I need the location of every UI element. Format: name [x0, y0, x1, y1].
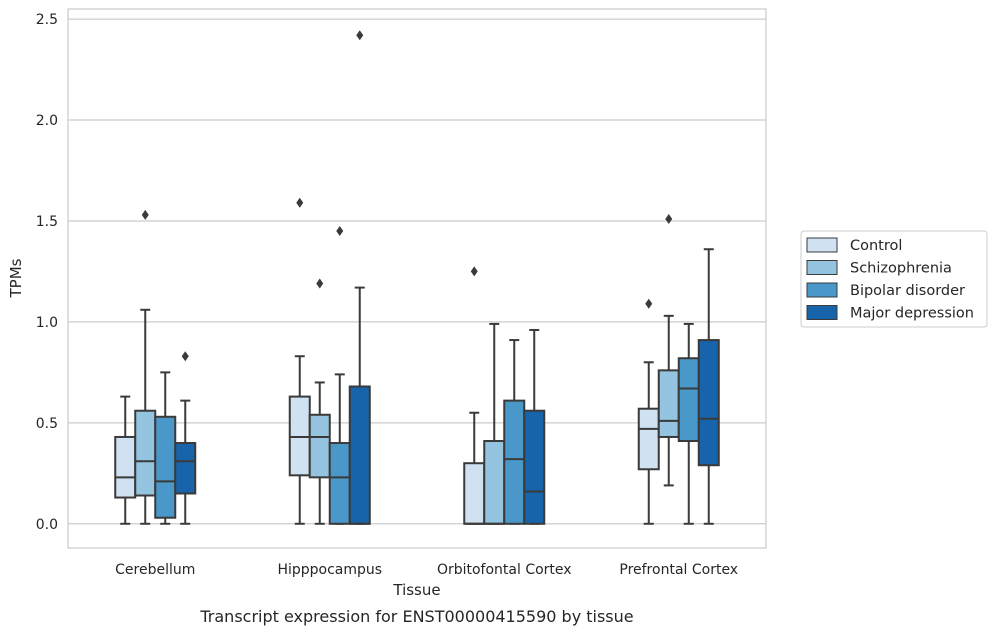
outlier-point [665, 213, 673, 224]
box-body [483, 440, 506, 525]
legend-swatch [806, 260, 838, 275]
y-tick-label: 0.0 [36, 517, 58, 533]
box-schizophrenia [308, 278, 331, 525]
box-body [154, 415, 177, 519]
legend-swatch [806, 282, 838, 298]
plot-frame [67, 8, 767, 549]
outlier-point [316, 278, 324, 289]
legend-label: Schizophrenia [850, 261, 952, 277]
x-tick-label: Orbitofontal Cortex [437, 562, 572, 578]
box-body [174, 442, 197, 495]
outlier-point [141, 209, 149, 220]
y-tick-label: 1.5 [36, 214, 58, 230]
x-axis-label: Tissue [392, 581, 440, 599]
outlier-point [336, 226, 344, 237]
outlier-point [356, 30, 364, 41]
y-tick-label: 2.5 [36, 12, 58, 28]
box-body [348, 385, 371, 525]
x-axis-ticks: Cerebellum Hipppocampus Orbitofontal Corte… [115, 562, 738, 578]
box-body [677, 357, 700, 443]
outlier-point [470, 266, 478, 277]
box-control [288, 197, 311, 525]
y-tick-label: 0.5 [36, 416, 58, 432]
box-major-depression [174, 351, 197, 525]
boxes-layer [114, 30, 720, 525]
box-schizophrenia [134, 209, 157, 525]
box-bipolar-disorder [503, 339, 526, 525]
y-tick-label: 2.0 [36, 113, 58, 129]
outlier-point [181, 351, 189, 362]
box-major-depression [523, 328, 546, 525]
box-body [134, 409, 157, 497]
y-axis-label: TPMs [7, 258, 25, 298]
x-tick-label: Prefrontal Cortex [619, 562, 738, 578]
legend-swatch [806, 305, 838, 320]
box-body [288, 395, 311, 477]
legend-label: Control [850, 238, 902, 254]
box-body [114, 435, 137, 499]
legend-label: Bipolar disorder [850, 283, 965, 299]
outlier-point [645, 298, 653, 309]
outlier-point [296, 197, 304, 208]
box-body [463, 462, 486, 525]
box-body [308, 413, 331, 479]
box-bipolar-disorder [328, 226, 351, 525]
box-control [637, 298, 660, 525]
box-body [503, 399, 526, 525]
box-major-depression [348, 30, 371, 525]
box-body [523, 409, 546, 525]
box-body [697, 339, 720, 467]
box-control [463, 266, 486, 525]
legend-swatch [806, 237, 838, 253]
x-tick-label: Hipppocampus [277, 562, 382, 578]
box-bipolar-disorder [154, 371, 177, 525]
y-axis-ticks: 0.0 0.5 1.0 1.5 2.0 2.5 [36, 12, 58, 533]
legend: Control Schizophrenia Bipolar disorder Majo… [800, 230, 988, 328]
box-major-depression [697, 248, 720, 525]
x-tick-label: Cerebellum [115, 562, 195, 578]
y-tick-label: 1.0 [36, 315, 58, 331]
chart-caption: Transcript expression for ENST0000041559… [199, 607, 633, 626]
box-body [328, 442, 351, 525]
box-body [637, 407, 660, 471]
legend-label: Major depression [850, 306, 974, 322]
box-bipolar-disorder [677, 322, 700, 525]
box-schizophrenia [657, 213, 680, 487]
legend-frame [800, 230, 988, 328]
box-body [657, 369, 680, 438]
box-schizophrenia [483, 322, 506, 525]
box-control [114, 395, 137, 525]
